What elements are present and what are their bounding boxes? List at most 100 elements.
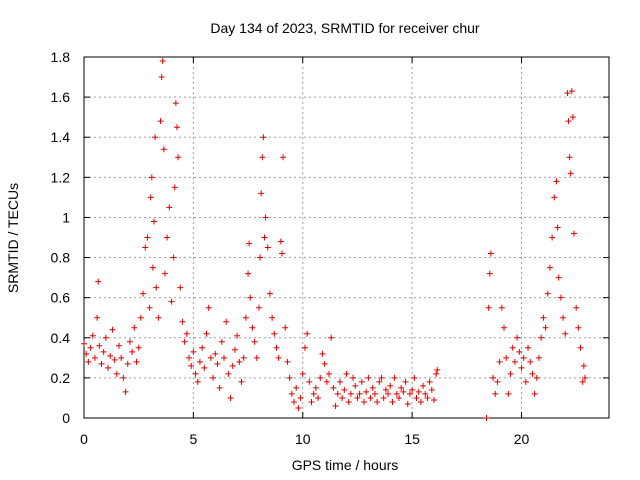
data-point xyxy=(378,374,385,381)
data-point xyxy=(107,352,114,359)
data-point xyxy=(225,370,232,377)
data-point xyxy=(369,384,376,391)
data-point xyxy=(400,388,407,395)
data-point xyxy=(549,234,556,241)
data-point xyxy=(581,374,588,381)
y-axis-title: SRMTID / TECUs xyxy=(5,183,21,293)
data-point xyxy=(371,390,378,397)
data-point xyxy=(566,154,573,161)
data-point xyxy=(571,230,577,237)
data-point xyxy=(527,358,534,365)
data-point xyxy=(317,374,324,381)
data-point xyxy=(188,362,195,369)
x-tick-label: 10 xyxy=(295,431,311,447)
data-point xyxy=(236,358,243,365)
data-point xyxy=(347,390,354,397)
data-point xyxy=(299,370,306,377)
data-point xyxy=(398,384,405,391)
x-tick-label: 15 xyxy=(404,431,420,447)
x-tick-label: 0 xyxy=(80,431,88,447)
data-point xyxy=(544,290,551,297)
data-point xyxy=(387,382,394,389)
data-point xyxy=(261,234,268,241)
data-point xyxy=(164,234,171,241)
data-point xyxy=(565,118,572,125)
y-tick-label: 0.2 xyxy=(51,370,71,386)
data-point xyxy=(126,338,133,345)
data-point xyxy=(367,394,374,401)
data-point xyxy=(216,384,223,391)
data-point xyxy=(177,284,184,291)
data-point xyxy=(323,378,330,385)
data-point xyxy=(269,314,276,321)
data-point xyxy=(238,378,245,385)
data-point xyxy=(426,378,433,385)
data-point xyxy=(151,218,157,225)
data-point xyxy=(498,304,505,311)
data-point xyxy=(137,314,144,321)
data-point xyxy=(562,330,569,337)
data-point xyxy=(256,304,262,311)
data-point xyxy=(96,342,103,349)
data-point xyxy=(91,354,98,361)
data-point xyxy=(525,344,532,351)
data-point xyxy=(95,278,102,285)
y-tick-label: 0 xyxy=(62,410,70,426)
y-tick-label: 1.8 xyxy=(51,49,71,65)
data-point xyxy=(540,314,547,321)
data-point xyxy=(109,326,116,333)
data-point xyxy=(246,240,253,247)
data-point xyxy=(251,338,258,345)
data-point xyxy=(157,118,164,125)
data-point xyxy=(245,270,252,277)
data-point xyxy=(161,270,168,277)
x-tick-label: 20 xyxy=(514,431,530,447)
data-point xyxy=(533,374,540,381)
data-point xyxy=(501,324,507,331)
data-point xyxy=(293,384,300,391)
data-point xyxy=(111,356,118,363)
data-point xyxy=(247,294,254,301)
data-point xyxy=(385,390,392,397)
data-point xyxy=(129,348,136,355)
data-point xyxy=(404,400,411,407)
data-point xyxy=(350,374,357,381)
data-point xyxy=(396,394,402,401)
data-point xyxy=(301,344,308,351)
data-point xyxy=(89,332,96,339)
plot-frame xyxy=(83,56,610,419)
data-point xyxy=(494,378,501,385)
data-point xyxy=(166,204,173,211)
data-point xyxy=(345,398,352,405)
data-point xyxy=(374,398,381,405)
data-point xyxy=(120,374,127,381)
data-point xyxy=(98,360,105,367)
data-point xyxy=(295,404,302,411)
data-point xyxy=(159,58,166,65)
data-point xyxy=(557,294,564,301)
data-point xyxy=(356,390,363,397)
data-point xyxy=(573,304,580,311)
y-tick-label: 1.4 xyxy=(51,129,71,145)
data-point xyxy=(284,358,291,365)
data-point xyxy=(87,344,94,351)
data-point xyxy=(522,378,529,385)
data-point xyxy=(483,415,490,421)
data-point xyxy=(393,390,400,397)
data-point xyxy=(249,324,256,331)
data-point xyxy=(422,390,429,397)
data-point xyxy=(496,358,503,365)
data-point xyxy=(264,244,271,251)
data-point xyxy=(505,390,512,397)
data-point xyxy=(358,378,365,385)
data-point xyxy=(160,146,167,153)
data-point xyxy=(361,398,367,405)
axis-ticks: 0 0.2 0.4 0.6 0.8 1 1.2 1.4 1.6 1.8 0 5 10 15 20 xyxy=(51,49,609,447)
data-point xyxy=(135,344,142,351)
data-point xyxy=(553,178,560,185)
data-point xyxy=(575,324,582,331)
data-point xyxy=(218,338,225,345)
data-point xyxy=(308,398,315,405)
